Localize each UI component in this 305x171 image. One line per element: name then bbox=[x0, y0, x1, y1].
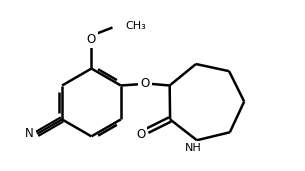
Text: O: O bbox=[87, 33, 96, 46]
Text: O: O bbox=[141, 77, 150, 90]
Text: N: N bbox=[25, 127, 34, 140]
Text: O: O bbox=[136, 128, 145, 141]
Text: CH₃: CH₃ bbox=[125, 21, 146, 31]
Text: NH: NH bbox=[185, 143, 202, 153]
